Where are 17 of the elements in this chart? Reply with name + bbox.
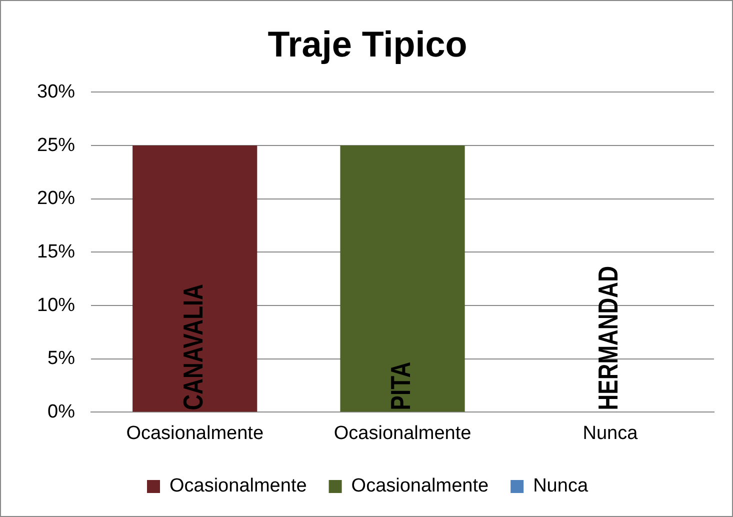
- y-tick-label: 10%: [36, 294, 76, 316]
- legend-label: Nunca: [533, 476, 588, 497]
- annotation: HERMANDAD: [593, 266, 624, 410]
- y-tick-label: 20%: [36, 188, 76, 210]
- y-tick-label: 15%: [36, 241, 76, 262]
- y-tick-label: 5%: [48, 348, 76, 370]
- chart-title: Traje Tipico: [268, 24, 468, 65]
- annotation: CANAVALIA: [178, 284, 210, 410]
- legend-label: Ocasionalmente: [169, 476, 307, 497]
- y-tick-label: 30%: [36, 81, 76, 102]
- y-tick-label: 25%: [36, 134, 76, 156]
- annotation: PITA: [386, 362, 417, 410]
- x-tick-label: Ocasionalmente: [334, 422, 472, 444]
- y-tick-label: 0%: [48, 401, 76, 422]
- legend-label: Ocasionalmente: [351, 476, 489, 497]
- x-tick-label: Ocasionalmente: [126, 422, 264, 444]
- x-tick-label: Nunca: [582, 422, 638, 444]
